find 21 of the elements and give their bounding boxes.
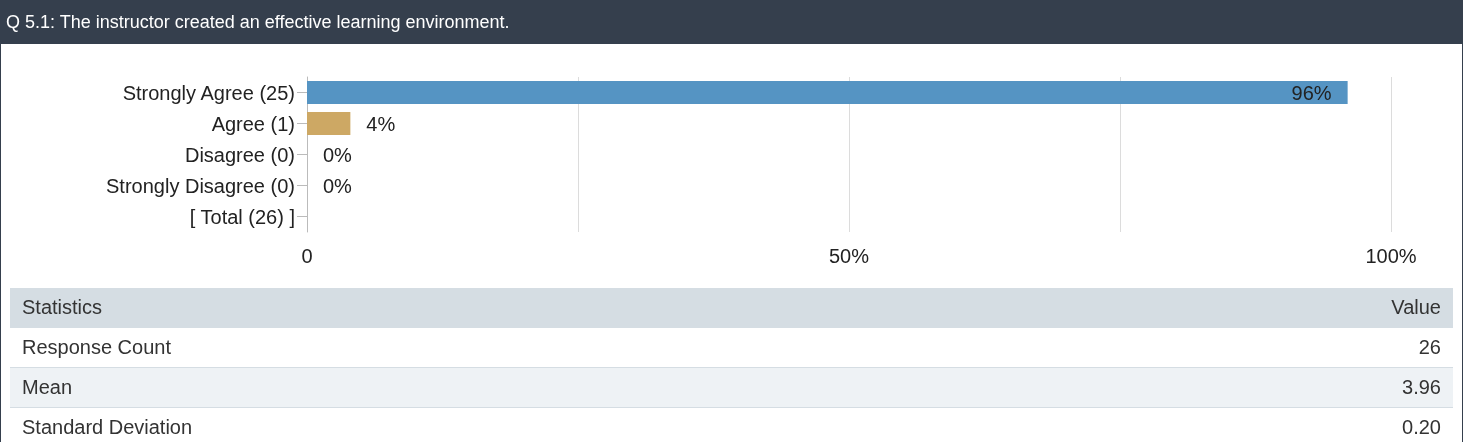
- y-tick-label: Agree (1): [211, 112, 295, 135]
- x-tick-label: 100%: [1365, 245, 1417, 267]
- data-label: 4%: [366, 112, 396, 135]
- text: Standard Deviation: [10, 407, 1056, 442]
- text: Mean: [10, 367, 1056, 408]
- y-tick-label: [ Total (26) ]: [189, 205, 295, 228]
- y-tick-label: Strongly Agree (25): [122, 81, 295, 104]
- data-label: 0%: [323, 143, 353, 166]
- text: 3.96: [1056, 367, 1453, 408]
- y-tick-label: Disagree (0): [184, 143, 295, 166]
- text: 26: [1056, 327, 1453, 368]
- text: 0.20: [1056, 407, 1453, 442]
- text: Response Count: [10, 327, 1056, 368]
- text: Statistics: [10, 288, 1056, 328]
- y-tick-label: Strongly Disagree (0): [106, 174, 295, 197]
- chart-title: Q 5.1: The instructor created an effective learning environment.: [0, 0, 1463, 44]
- data-label: 0%: [323, 174, 353, 197]
- x-tick-label: 0: [301, 245, 313, 267]
- x-tick-label: 50%: [828, 245, 870, 267]
- data-label: 96%: [1291, 81, 1332, 104]
- text: Value: [1056, 288, 1453, 328]
